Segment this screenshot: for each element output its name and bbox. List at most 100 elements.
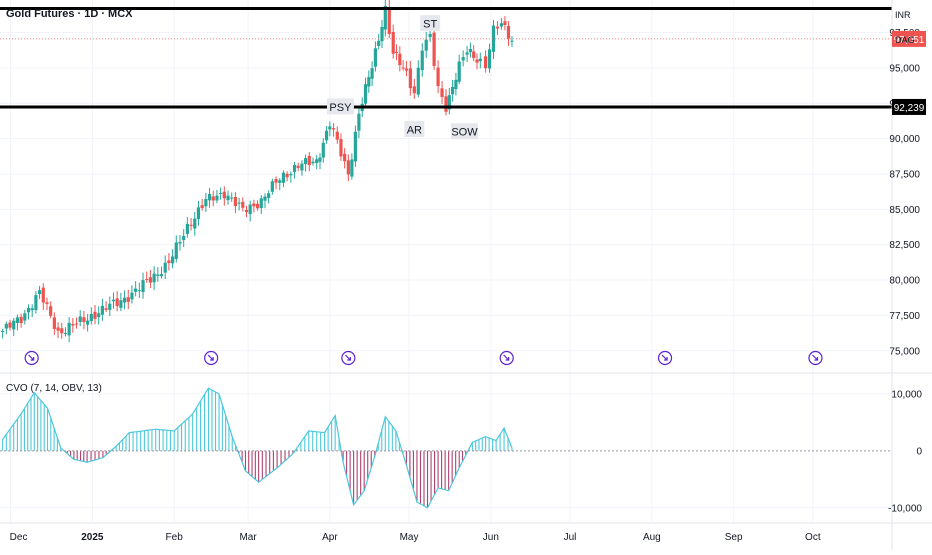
candle-body <box>450 86 455 95</box>
price-tick-label: 75,000 <box>889 346 920 357</box>
candle-body <box>343 153 347 162</box>
event-arrow-icon <box>503 354 510 361</box>
time-tick-label: Jul <box>564 532 577 543</box>
candle-body <box>436 67 440 87</box>
candle-body <box>71 323 75 326</box>
candle-body <box>447 95 451 110</box>
cvo-line <box>2 387 513 509</box>
candle-body <box>49 306 53 316</box>
candle-body <box>219 192 223 194</box>
candle-body <box>237 202 241 204</box>
last-price-badge-bg <box>892 30 926 47</box>
candle-body <box>182 236 186 241</box>
annotation-box <box>404 120 425 137</box>
candle-body <box>137 290 141 292</box>
candle-body <box>461 57 465 61</box>
candle-body <box>292 164 297 172</box>
candle-body <box>339 139 343 157</box>
candle-body <box>398 53 402 65</box>
candle-body <box>12 320 16 330</box>
candle-body <box>353 131 357 162</box>
candle-body <box>416 67 420 95</box>
candle-body <box>248 204 252 215</box>
candle-body <box>200 205 204 209</box>
level-badge: 92,239 <box>894 103 925 114</box>
candle-body <box>34 295 38 311</box>
candle-body <box>4 323 8 329</box>
candle-body <box>78 316 82 323</box>
candle-body <box>483 56 488 69</box>
price-tick-label: 87,500 <box>889 169 920 180</box>
time-tick-label: Dec <box>10 532 28 543</box>
candle-body <box>115 298 119 307</box>
candle-body <box>420 50 424 71</box>
candle-body <box>52 317 56 329</box>
candle-body <box>270 181 274 192</box>
candle-body <box>244 209 249 213</box>
candle-body <box>93 311 97 319</box>
candle-body <box>487 49 492 69</box>
indicator-tick-label: 0 <box>916 446 922 457</box>
candle-body <box>15 317 20 323</box>
candle-body <box>367 77 371 87</box>
candle-body <box>440 88 444 97</box>
annotation-box <box>326 98 354 115</box>
candle-body <box>119 300 123 308</box>
last-price-badge: 97,051 <box>894 35 925 46</box>
candle-body <box>122 297 127 303</box>
candle-body <box>167 260 171 264</box>
candle-body <box>86 320 90 325</box>
candle-body <box>499 23 504 27</box>
candle-body <box>74 323 79 325</box>
annotations-layer: BCSTPSYARSOW <box>326 15 478 140</box>
currency-label[interactable]: INR <box>895 10 911 20</box>
annotation-label: PSY <box>329 102 352 114</box>
indicator-title: CVO (7, 14, OBV, 13) <box>6 383 102 394</box>
price-tick-label: 95,000 <box>889 63 920 74</box>
candle-body <box>278 180 282 183</box>
time-tick-label: Jun <box>483 532 499 543</box>
candle-body <box>304 158 308 165</box>
price-tick-label: 82,500 <box>889 240 920 251</box>
candle-body <box>255 203 260 209</box>
candle-body <box>331 128 336 130</box>
side-label: DAG <box>895 35 915 45</box>
price-tick-label: 90,000 <box>889 134 920 145</box>
candle-body <box>241 201 245 208</box>
candle-body <box>495 26 500 29</box>
candle-body <box>145 279 149 281</box>
candle-body <box>159 274 164 277</box>
candle-body <box>152 273 156 283</box>
candle-body <box>321 142 325 158</box>
candle-body <box>465 52 469 55</box>
candle-body <box>324 130 329 141</box>
candle-body <box>56 327 60 331</box>
candle-body <box>174 242 178 259</box>
candle-body <box>126 297 130 302</box>
candle-body <box>468 49 473 53</box>
candle-body <box>26 308 31 313</box>
candle-body <box>30 308 34 311</box>
event-icons <box>24 350 823 366</box>
price-layer <box>0 0 892 343</box>
candle-body <box>346 160 350 175</box>
candle-body <box>328 126 332 130</box>
time-tick-label: Feb <box>166 532 184 543</box>
candle-body <box>19 316 23 324</box>
candle-body <box>104 308 108 310</box>
annotation-box <box>420 15 441 32</box>
candle-body <box>404 68 409 71</box>
candle-body <box>185 223 189 234</box>
candle-body <box>307 155 311 166</box>
level-badge-bg <box>892 98 926 115</box>
candle-body <box>204 199 208 207</box>
event-arrow-icon <box>207 354 214 361</box>
candle-body <box>401 67 405 69</box>
candle-body <box>475 59 479 63</box>
candle-body <box>148 277 153 283</box>
candle-body <box>432 32 436 66</box>
candle-body <box>506 25 511 39</box>
candle-body <box>350 159 354 177</box>
candle-body <box>63 332 68 334</box>
